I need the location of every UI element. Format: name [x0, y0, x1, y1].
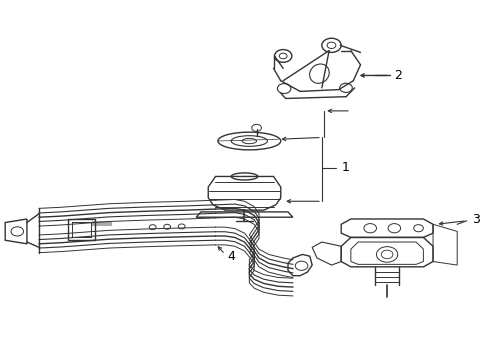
- Text: 1: 1: [341, 161, 348, 174]
- Text: 3: 3: [471, 213, 479, 226]
- Text: 2: 2: [393, 69, 402, 82]
- Bar: [92, 221, 111, 226]
- Text: 4: 4: [227, 251, 235, 264]
